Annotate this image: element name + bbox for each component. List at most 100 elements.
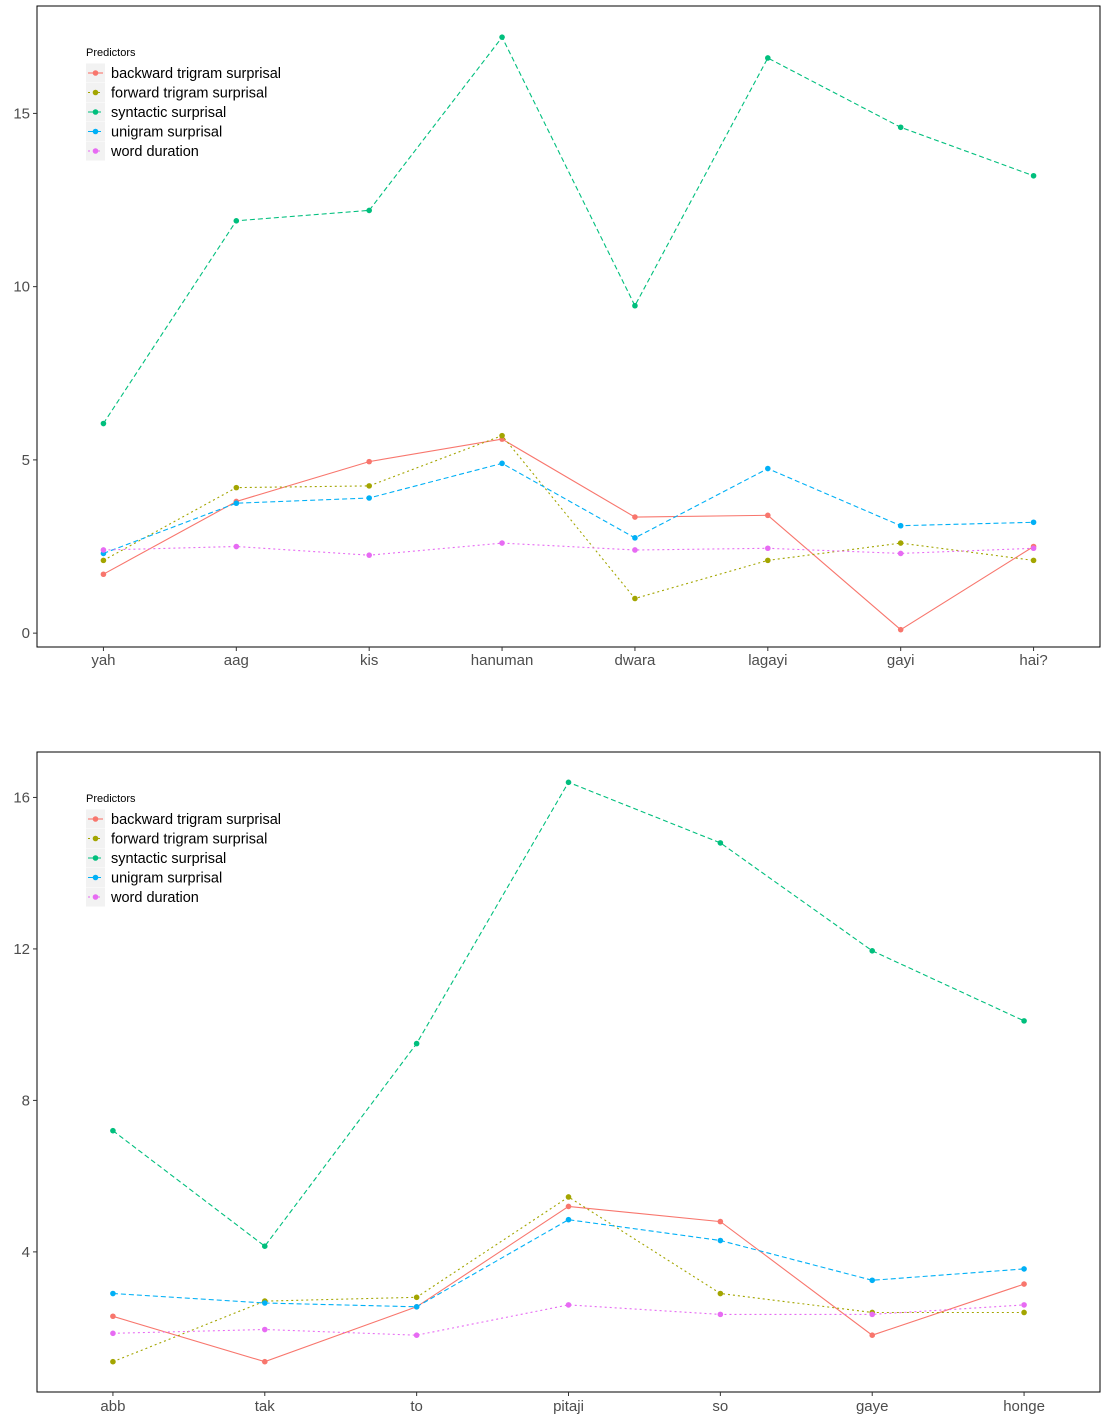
data-point [413, 1040, 420, 1047]
legend-label: word duration [110, 890, 199, 906]
series-backward-trigram-surprisal [110, 1203, 1027, 1365]
data-point [717, 1311, 724, 1318]
plot-panel-border [36, 751, 1101, 1393]
data-point [1030, 519, 1037, 526]
x-tick-label: gayi [887, 652, 915, 669]
data-point [233, 484, 240, 491]
legend-key-point [92, 128, 99, 135]
legend-key-point [92, 855, 99, 861]
data-point [897, 550, 904, 557]
data-point [261, 1326, 268, 1333]
data-point [366, 207, 372, 214]
data-point [366, 483, 372, 489]
legend-item: word duration [86, 887, 199, 907]
series-line [112, 781, 1025, 1247]
x-tick-label: yah [91, 652, 115, 669]
x-tick-label: pitaji [553, 1398, 584, 1415]
data-point [1021, 1309, 1027, 1316]
data-point [765, 55, 771, 61]
data-point [632, 302, 638, 309]
data-point [869, 948, 876, 954]
data-point [110, 1290, 116, 1297]
y-tick-label: 15 [13, 105, 30, 122]
data-point [869, 1277, 876, 1284]
data-point [499, 540, 505, 546]
x-tick-label: gaye [856, 1398, 889, 1415]
data-point [1030, 172, 1037, 179]
plot-panel-border [36, 5, 1101, 648]
data-point [413, 1294, 420, 1301]
data-point [897, 124, 904, 131]
data-point [717, 1237, 724, 1244]
legend-key-point [92, 148, 99, 154]
data-point [765, 557, 771, 564]
data-point [1030, 557, 1037, 564]
series-line [102, 36, 1034, 424]
legend-label: backward trigram surprisal [111, 66, 281, 82]
series-forward-trigram-surprisal [100, 432, 1037, 602]
legend-key-point [92, 874, 99, 881]
x-tick-label: kis [360, 652, 378, 669]
x-tick-label: so [712, 1398, 728, 1415]
series-line [103, 438, 1034, 631]
chart-panel-2: 4 8 12 16 abb tak to pitaji so gaye honge Predictor… [13, 751, 1101, 1415]
x-tick-label: hai? [1019, 652, 1047, 669]
data-point [765, 545, 771, 552]
legend-item: backward trigram surprisal [86, 809, 281, 829]
x-tick-label: to [410, 1398, 423, 1415]
legend-label: unigram surprisal [111, 871, 222, 887]
chart-panel-1: 0 5 10 15 yah aag kis hanuman dwara lagayi gayi hai… [13, 5, 1101, 669]
x-tick-label: lagayi [748, 652, 787, 669]
data-point [499, 34, 505, 40]
data-point [413, 1303, 420, 1310]
data-point [100, 557, 107, 564]
y-tick-label: 12 [13, 941, 30, 958]
data-point [1021, 1018, 1027, 1024]
data-point [897, 626, 904, 633]
data-point [100, 547, 107, 553]
data-point [869, 1332, 876, 1338]
data-point [765, 465, 771, 472]
data-point [110, 1127, 116, 1134]
legend-label: forward trigram surprisal [111, 86, 267, 102]
series-line [103, 542, 1034, 556]
legend-title: Predictors [86, 47, 136, 59]
data-point [1021, 1266, 1027, 1272]
data-point [366, 495, 372, 501]
data-point [261, 1358, 268, 1365]
y-tick-label: 5 [22, 452, 30, 469]
data-point [632, 514, 638, 520]
x-tick-label: abb [100, 1398, 125, 1415]
legend-label: syntactic surprisal [111, 105, 226, 121]
data-point [261, 1300, 268, 1306]
series-line [112, 1205, 1025, 1363]
legend-label: unigram surprisal [111, 125, 222, 141]
legend-key-point [92, 816, 99, 822]
data-point [565, 1203, 572, 1210]
y-tick-label: 8 [22, 1092, 30, 1109]
data-point [1021, 1281, 1027, 1287]
data-point [413, 1332, 420, 1338]
data-point [565, 1194, 572, 1200]
data-point [1030, 545, 1037, 552]
legend-label: word duration [110, 144, 199, 160]
data-point [366, 552, 372, 558]
y-tick-label: 16 [13, 789, 30, 806]
data-point [100, 420, 107, 427]
data-point [233, 218, 240, 224]
x-tick-label: dwara [615, 652, 657, 669]
series-line [103, 434, 1034, 600]
series-word-duration [100, 540, 1037, 558]
data-point [110, 1313, 116, 1320]
data-point [897, 540, 904, 546]
series-line [112, 1219, 1025, 1308]
x-tick-label: aag [224, 652, 249, 669]
data-point [499, 432, 505, 439]
data-point [100, 571, 107, 578]
data-point [565, 1302, 572, 1308]
legend-label: forward trigram surprisal [111, 832, 267, 848]
y-tick-label: 10 [13, 279, 30, 296]
legend-item: forward trigram surprisal [86, 829, 267, 848]
data-point [233, 500, 240, 507]
data-point [869, 1311, 876, 1318]
